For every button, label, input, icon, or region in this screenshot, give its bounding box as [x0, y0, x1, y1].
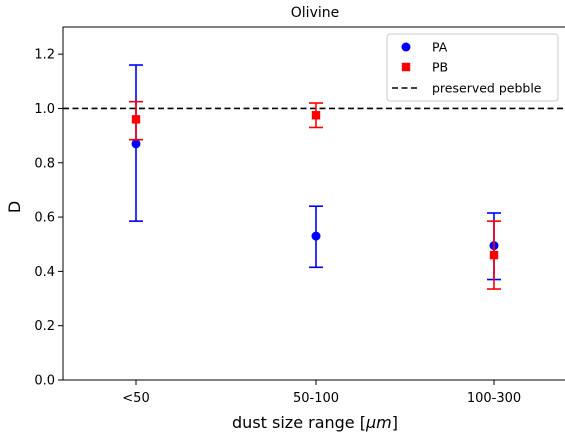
y-tick-label: 1.0 — [34, 102, 55, 117]
chart-title: Olivine — [291, 5, 339, 21]
legend: PA PB preserved pebble — [386, 33, 559, 102]
x-tick-label: 50-100 — [293, 391, 339, 406]
legend-label-reference: preserved pebble — [432, 81, 542, 96]
plot-area — [63, 64, 565, 290]
y-axis: 0.0 0.2 0.4 0.6 0.8 1.0 1.2 — [34, 48, 63, 389]
x-axis-title-end: ] — [392, 413, 398, 432]
y-axis-title: D — [5, 201, 24, 213]
y-tick-label: 0.8 — [34, 156, 55, 171]
plot-frame — [62, 26, 565, 381]
x-axis-title-text: dust size range [ — [232, 413, 366, 432]
data-point-pb — [311, 111, 321, 120]
y-tick-label: 1.2 — [34, 48, 55, 63]
x-tick-label: <50 — [122, 391, 149, 406]
data-point-pa — [131, 139, 141, 149]
data-point-pb — [131, 115, 141, 124]
x-tick-label: 100-300 — [467, 391, 521, 406]
legend-marker-pb — [401, 62, 411, 72]
x-axis-title: dust size range [μm] — [232, 413, 398, 432]
y-tick-label: 0.4 — [34, 265, 55, 280]
data-point-pb — [489, 250, 499, 260]
legend-label-pa: PA — [432, 40, 448, 55]
legend-box — [386, 33, 559, 102]
x-axis: <50 50-100 100-300 — [122, 380, 521, 406]
x-axis-title-unit: μm — [365, 413, 392, 432]
data-point-pa — [311, 231, 321, 241]
y-tick-label: 0.0 — [34, 374, 55, 389]
legend-marker-pa — [401, 42, 411, 52]
y-tick-label: 0.6 — [34, 211, 55, 226]
legend-label-pb: PB — [432, 60, 448, 75]
y-tick-label: 0.2 — [34, 319, 55, 334]
